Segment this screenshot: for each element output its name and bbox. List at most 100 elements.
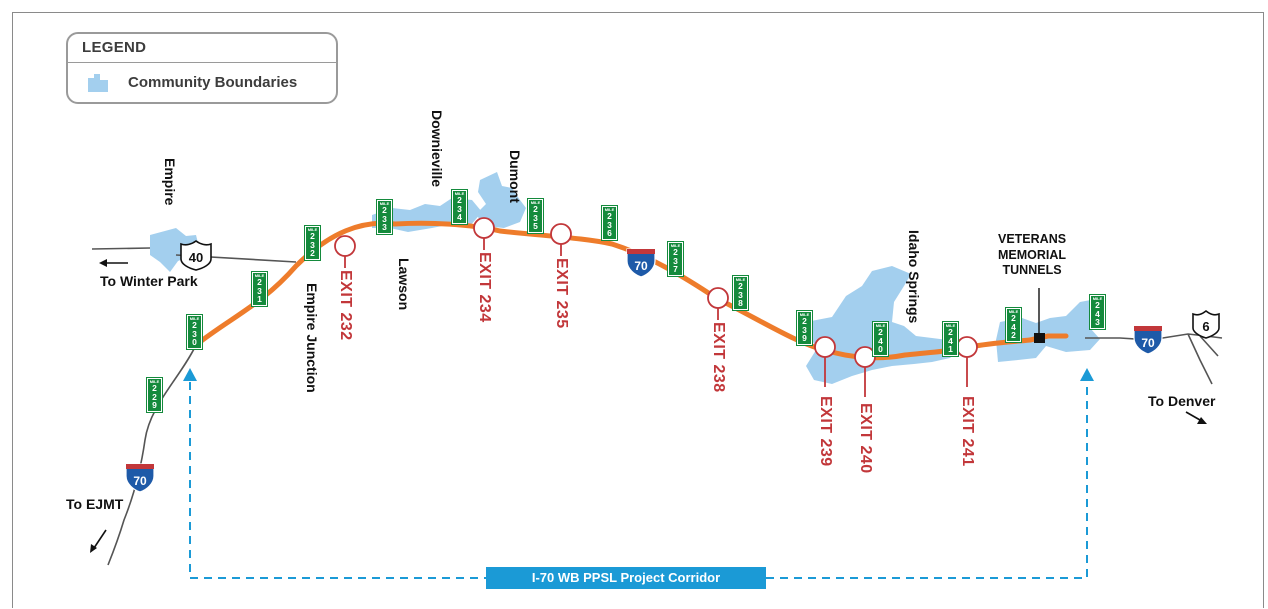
mile-marker-word: MILE bbox=[735, 277, 746, 282]
exit-label-238: EXIT 238 bbox=[710, 322, 727, 393]
mile-marker-word: MILE bbox=[670, 243, 681, 248]
exit-circle-235 bbox=[550, 223, 572, 245]
mile-marker-word: MILE bbox=[945, 323, 956, 328]
mile-marker-229: MILE 229 bbox=[146, 377, 163, 413]
exit-markers bbox=[334, 217, 978, 397]
tunnels-line-1: VETERANS bbox=[998, 232, 1067, 246]
us6-shield: 6 bbox=[1192, 310, 1220, 339]
mile-marker-236: MILE 236 bbox=[601, 205, 618, 241]
legend-title: LEGEND bbox=[82, 39, 147, 56]
mile-marker-word: MILE bbox=[875, 323, 886, 328]
label-dumont: Dumont bbox=[507, 150, 523, 203]
mile-marker-number: 243 bbox=[1095, 300, 1100, 327]
mile-marker-242: MILE 242 bbox=[1005, 307, 1022, 343]
us6-shield-number: 6 bbox=[1202, 319, 1209, 334]
empire-boundary bbox=[150, 228, 199, 272]
community-swatch-icon bbox=[88, 74, 108, 92]
mile-marker-word: MILE bbox=[1008, 309, 1019, 314]
mile-marker-word: MILE bbox=[454, 191, 465, 196]
mile-marker-239: MILE 239 bbox=[796, 310, 813, 346]
corridor-bracket bbox=[189, 382, 1088, 579]
exit-label-235: EXIT 235 bbox=[553, 258, 570, 329]
mile-marker-word: MILE bbox=[149, 379, 160, 384]
mile-marker-number: 236 bbox=[607, 211, 612, 238]
exit-label-241: EXIT 241 bbox=[959, 396, 976, 467]
mile-marker-word: MILE bbox=[1092, 296, 1103, 301]
legend-divider bbox=[68, 62, 336, 63]
corridor-arrow-east bbox=[1080, 368, 1094, 381]
label-to-ejmt: To EJMT bbox=[66, 496, 124, 512]
mile-marker-231: MILE 231 bbox=[251, 271, 268, 307]
exit-circle-238 bbox=[707, 287, 729, 309]
map-frame bbox=[12, 12, 1264, 608]
mile-marker-word: MILE bbox=[254, 273, 265, 278]
label-idaho-springs: Idaho Springs bbox=[906, 230, 922, 324]
mile-marker-word: MILE bbox=[307, 227, 318, 232]
label-veterans-memorial-tunnels: VETERANS MEMORIAL TUNNELS bbox=[998, 232, 1066, 279]
label-to-winter-park: To Winter Park bbox=[100, 273, 198, 289]
mile-marker-number: 234 bbox=[457, 195, 462, 222]
exit-label-240: EXIT 240 bbox=[857, 403, 874, 474]
dumont-boundary bbox=[476, 172, 526, 228]
label-lawson: Lawson bbox=[396, 258, 412, 311]
mile-marker-number: 240 bbox=[878, 327, 883, 354]
exit-circle-241 bbox=[956, 336, 978, 358]
exit-circle-232 bbox=[334, 235, 356, 257]
mile-marker-235: MILE 235 bbox=[527, 198, 544, 234]
i70-shield-west-number: 70 bbox=[133, 474, 147, 488]
mile-marker-number: 235 bbox=[533, 204, 538, 231]
mile-marker-243: MILE 243 bbox=[1089, 294, 1106, 330]
mile-marker-word: MILE bbox=[189, 316, 200, 321]
exit-label-232: EXIT 232 bbox=[337, 270, 354, 341]
mile-marker-number: 242 bbox=[1011, 313, 1016, 340]
mile-marker-238: MILE 238 bbox=[732, 275, 749, 311]
exit-circle-240 bbox=[854, 346, 876, 368]
mile-marker-number: 237 bbox=[673, 247, 678, 274]
tunnels-line-2: MEMORIAL bbox=[998, 247, 1067, 262]
tunnel-icon bbox=[1034, 333, 1045, 343]
us40-shield-number: 40 bbox=[189, 250, 203, 265]
mile-marker-233: MILE 233 bbox=[376, 199, 393, 235]
mile-marker-word: MILE bbox=[604, 207, 615, 212]
mile-marker-232: MILE 232 bbox=[304, 225, 321, 261]
label-empire: Empire bbox=[162, 158, 178, 206]
mile-marker-241: MILE 241 bbox=[942, 321, 959, 357]
i70-shield-mid: 70 bbox=[626, 248, 656, 278]
mile-marker-number: 238 bbox=[738, 281, 743, 308]
arrow-southwest-icon bbox=[90, 529, 107, 553]
mile-marker-word: MILE bbox=[379, 201, 390, 206]
mile-marker-237: MILE 237 bbox=[667, 241, 684, 277]
us40-shield: 40 bbox=[180, 240, 212, 271]
exit-label-239: EXIT 239 bbox=[817, 396, 834, 467]
i70-shield-east: 70 bbox=[1133, 325, 1163, 355]
mile-marker-number: 233 bbox=[382, 205, 387, 232]
mile-marker-number: 241 bbox=[948, 327, 953, 354]
exit-circle-239 bbox=[814, 336, 836, 358]
mile-marker-234: MILE 234 bbox=[451, 189, 468, 225]
mile-marker-word: MILE bbox=[530, 200, 541, 205]
corridor-arrow-west bbox=[183, 368, 197, 381]
tunnels-line-3: TUNNELS bbox=[1002, 263, 1062, 278]
i70-shield-west: 70 bbox=[125, 463, 155, 493]
tunnels-boundary bbox=[996, 299, 1104, 362]
mile-marker-word: MILE bbox=[799, 312, 810, 317]
mile-marker-number: 229 bbox=[152, 383, 157, 410]
label-to-denver: To Denver bbox=[1148, 393, 1216, 409]
label-downieville: Downieville bbox=[429, 110, 445, 188]
mile-marker-number: 230 bbox=[192, 320, 197, 347]
label-empire-junction: Empire Junction bbox=[304, 283, 320, 393]
exit-circle-234 bbox=[473, 217, 495, 239]
mile-marker-number: 231 bbox=[257, 277, 262, 304]
legend: LEGEND Community Boundaries bbox=[66, 32, 338, 104]
i70-shield-east-number: 70 bbox=[1141, 336, 1155, 350]
arrow-west-icon bbox=[99, 259, 128, 267]
arrow-southeast-icon bbox=[1185, 411, 1207, 424]
i70-shield-mid-number: 70 bbox=[634, 259, 648, 273]
legend-item-label: Community Boundaries bbox=[128, 74, 298, 91]
mile-marker-number: 232 bbox=[310, 231, 315, 258]
mile-marker-240: MILE 240 bbox=[872, 321, 889, 357]
corridor-label: I-70 WB PPSL Project Corridor bbox=[486, 567, 766, 589]
direction-arrows bbox=[90, 259, 1207, 553]
mile-marker-230: MILE 230 bbox=[186, 314, 203, 350]
